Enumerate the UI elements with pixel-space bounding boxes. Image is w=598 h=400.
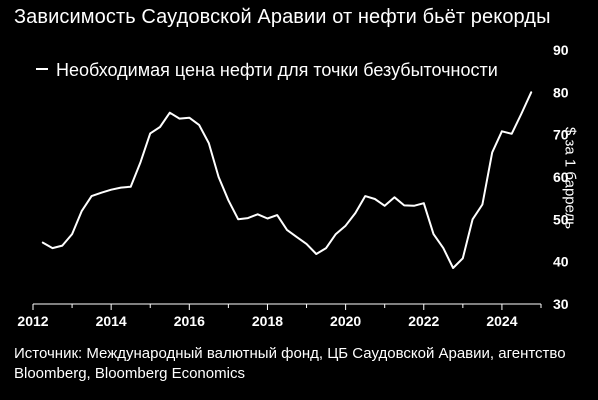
y-tick-label: 70: [553, 127, 569, 143]
y-tick-label: 60: [553, 169, 569, 185]
y-tick-label: 50: [553, 211, 569, 227]
x-axis: 2012 2014 2016 2018 2020 2022 2024: [17, 303, 542, 329]
y-tick-label: 80: [553, 84, 569, 100]
legend-swatch: [36, 68, 48, 71]
y-tick-label: 90: [553, 42, 569, 58]
y-tick-label: 40: [553, 254, 569, 270]
series-group: [41, 91, 533, 269]
x-tick-label: 2016: [174, 313, 205, 329]
legend: Необходимая цена нефти для точки безубыт…: [36, 60, 498, 81]
x-tick-label: 2012: [17, 313, 48, 329]
x-tick-label: 2018: [252, 313, 283, 329]
y-axis-label: $ за 1 баррель: [561, 126, 579, 230]
x-tick-label: 2024: [486, 313, 517, 329]
series-line-0: [41, 91, 533, 269]
y-tick-label: 30: [553, 296, 569, 312]
chart-title: Зависимость Саудовской Аравии от нефти б…: [14, 6, 551, 28]
x-tick-label: 2014: [96, 313, 127, 329]
legend-label: Необходимая цена нефти для точки безубыт…: [56, 60, 498, 80]
source-note: Источник: Международный валютный фонд, Ц…: [14, 345, 566, 382]
x-tick-label: 2022: [408, 313, 439, 329]
x-tick-label: 2020: [330, 313, 361, 329]
y-axis: 30 40 50 60 70 80 90: [553, 42, 569, 312]
